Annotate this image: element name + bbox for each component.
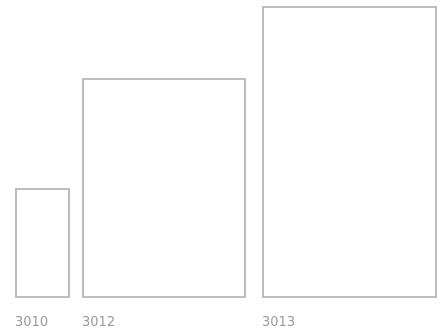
item-3012-label: 3012 — [82, 315, 116, 330]
item-3013-box[interactable] — [262, 6, 437, 298]
item-3012-box[interactable] — [82, 78, 246, 298]
item-3010-label: 3010 — [15, 315, 49, 330]
item-3013-label: 3013 — [262, 315, 296, 330]
item-3010-box[interactable] — [15, 188, 70, 298]
